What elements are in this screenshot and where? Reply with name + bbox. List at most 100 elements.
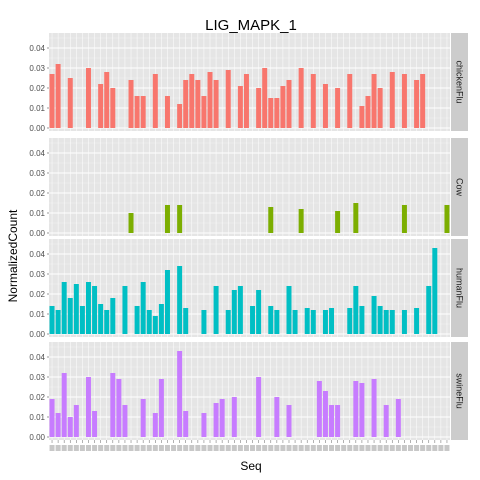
- bar: [274, 98, 280, 128]
- x-tick-label-block: [322, 445, 328, 451]
- x-tick-label-block: [189, 445, 195, 451]
- bar: [158, 304, 164, 334]
- bar: [353, 203, 359, 233]
- x-tick-label-block: [92, 445, 98, 451]
- bar: [104, 72, 110, 128]
- panel-background: [49, 138, 450, 236]
- bar: [237, 86, 243, 128]
- y-axis-title: NormalizedCount: [6, 209, 20, 302]
- bar: [365, 96, 371, 128]
- y-tick-label: 0.04: [29, 149, 45, 158]
- x-tick-label-block: [432, 445, 438, 451]
- panel-background: [49, 239, 450, 337]
- bar: [73, 405, 79, 437]
- x-tick-label-block: [401, 445, 407, 451]
- bar: [335, 211, 341, 233]
- bar: [268, 207, 274, 233]
- bar: [140, 96, 146, 128]
- bar: [371, 296, 377, 334]
- panel-chickenFlu: 0.00 0.01 0.02 0.03 0.04 chickenFlu: [29, 33, 468, 133]
- bar: [414, 80, 420, 128]
- x-tick-label-block: [140, 445, 146, 451]
- bar: [92, 411, 98, 437]
- bar: [201, 96, 207, 128]
- x-tick-label-block: [195, 445, 201, 451]
- bar: [55, 64, 61, 128]
- bar: [152, 74, 158, 128]
- x-tick-label-block: [104, 445, 110, 451]
- x-tick-label-block: [177, 445, 183, 451]
- x-tick-label-block: [207, 445, 213, 451]
- bar: [55, 310, 61, 334]
- bar: [401, 74, 407, 128]
- bar: [164, 270, 170, 334]
- bar: [243, 74, 249, 128]
- x-tick-label-block: [316, 445, 322, 451]
- y-tick-label: 0.02: [29, 290, 45, 299]
- panel-humanFlu: 0.00 0.01 0.02 0.03 0.04 humanFlu: [29, 239, 468, 339]
- y-tick-label: 0.04: [29, 44, 45, 53]
- x-tick-label-block: [389, 445, 395, 451]
- x-tick-label-block: [268, 445, 274, 451]
- y-tick-label: 0.01: [29, 104, 45, 113]
- bar: [347, 308, 353, 334]
- x-tick-label-block: [225, 445, 231, 451]
- x-tick-label-block: [414, 445, 420, 451]
- bar: [213, 80, 219, 128]
- x-tick-label-block: [98, 445, 104, 451]
- bar: [353, 381, 359, 437]
- bar: [195, 80, 201, 128]
- x-tick-label-block: [256, 445, 262, 451]
- bar: [67, 417, 73, 437]
- x-tick-label-block: [280, 445, 286, 451]
- x-tick-label-block: [292, 445, 298, 451]
- bar: [383, 310, 389, 334]
- panel-background: [49, 33, 450, 131]
- bar: [414, 308, 420, 334]
- bar: [110, 373, 116, 437]
- bar: [122, 286, 128, 334]
- bar: [377, 306, 383, 334]
- x-tick-label-block: [122, 445, 128, 451]
- panel-swineFlu: 0.00 0.01 0.02 0.03 0.04 swineFlu: [29, 342, 468, 442]
- bar: [298, 209, 304, 233]
- x-tick-label-block: [213, 445, 219, 451]
- bar: [389, 310, 395, 334]
- x-tick-label-block: [329, 445, 335, 451]
- bar: [389, 72, 395, 128]
- y-tick-label: 0.01: [29, 413, 45, 422]
- bar: [128, 80, 134, 128]
- x-tick-label-block: [286, 445, 292, 451]
- bar: [128, 213, 134, 233]
- bar: [268, 306, 274, 334]
- y-tick-label: 0.02: [29, 393, 45, 402]
- bar: [189, 74, 195, 128]
- bar: [353, 286, 359, 334]
- bar: [231, 397, 237, 437]
- y-tick-label: 0.00: [29, 229, 45, 238]
- facet-strip: [451, 33, 468, 131]
- x-tick-label-block: [420, 445, 426, 451]
- bar: [329, 405, 335, 437]
- bar: [86, 68, 91, 128]
- bar: [286, 80, 292, 128]
- x-tick-label-block: [134, 445, 140, 451]
- bar: [116, 379, 122, 437]
- y-tick-label: 0.03: [29, 64, 45, 73]
- bar: [92, 286, 98, 334]
- bar: [183, 411, 189, 437]
- bar: [401, 205, 407, 233]
- x-tick-label-block: [237, 445, 243, 451]
- bar: [237, 286, 243, 334]
- bar: [146, 310, 152, 334]
- bar: [347, 74, 353, 128]
- facet-strip: [451, 138, 468, 236]
- bar: [219, 399, 225, 437]
- y-tick-label: 0.00: [29, 330, 45, 339]
- x-tick-label-block: [79, 445, 85, 451]
- x-tick-label-block: [110, 445, 116, 451]
- x-tick-label-block: [262, 445, 268, 451]
- bar: [310, 310, 316, 334]
- bar: [401, 310, 407, 334]
- y-tick-label: 0.04: [29, 353, 45, 362]
